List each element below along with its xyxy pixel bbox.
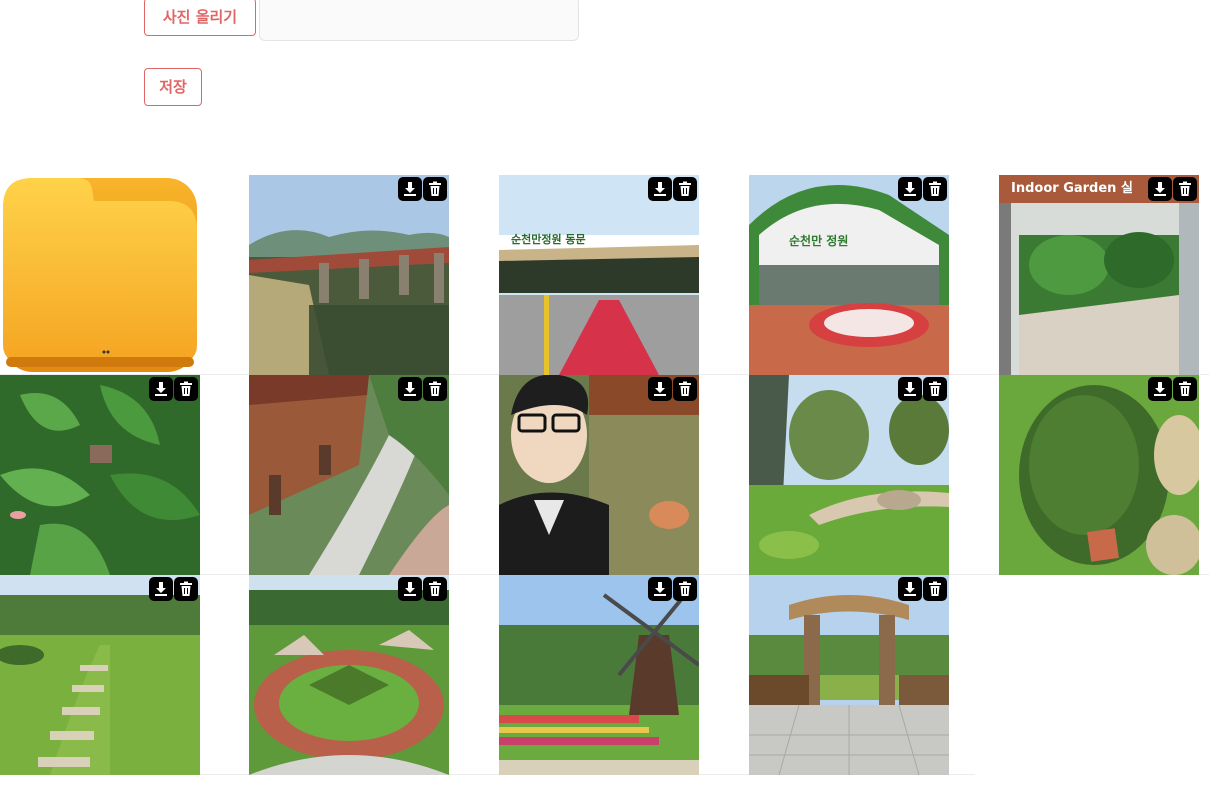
download-icon[interactable] (398, 377, 422, 401)
tile-controls (648, 577, 697, 601)
trash-icon[interactable] (174, 377, 198, 401)
tile-controls (149, 577, 198, 601)
photo-lawn-path (0, 575, 200, 775)
tile-controls (648, 177, 697, 201)
photo-circular-garden (249, 575, 449, 775)
photo-wooden-gate (749, 575, 949, 775)
trash-icon[interactable] (923, 377, 947, 401)
photo-shrub (999, 375, 1199, 575)
tile-controls (398, 177, 447, 201)
upload-photo-button[interactable]: 사진 올리기 (144, 0, 256, 36)
upload-file-box[interactable] (259, 0, 579, 41)
download-icon[interactable] (1148, 177, 1172, 201)
photo-indoor-garden: Indoor Garden 실 (999, 175, 1199, 375)
download-icon[interactable] (1148, 377, 1172, 401)
photo-tile[interactable]: 순천만 정원 (749, 175, 949, 375)
photo-bridge (249, 175, 449, 375)
folder-icon (3, 178, 197, 372)
photo-windmill (499, 575, 699, 775)
tile-controls (398, 577, 447, 601)
photo-east-gate: 순천만정원 동문 (499, 175, 699, 375)
trash-icon[interactable] (1173, 177, 1197, 201)
photo-tropical-leaves (0, 375, 200, 575)
photo-tile[interactable] (0, 575, 200, 775)
download-icon[interactable] (398, 577, 422, 601)
download-icon[interactable] (898, 377, 922, 401)
photo-tile[interactable] (749, 575, 949, 775)
photo-tile[interactable] (499, 575, 699, 775)
tile-controls (1148, 377, 1197, 401)
download-icon[interactable] (398, 177, 422, 201)
trash-icon[interactable] (423, 577, 447, 601)
sign-text: Indoor Garden 실 (1011, 180, 1133, 196)
photo-tile[interactable] (999, 375, 1199, 575)
photo-tile[interactable] (249, 575, 449, 775)
photo-tile[interactable] (499, 375, 699, 575)
folder-tile[interactable] (0, 175, 200, 375)
photo-tile[interactable] (249, 175, 449, 375)
trash-icon[interactable] (423, 377, 447, 401)
photo-rock-garden (749, 375, 949, 575)
download-icon[interactable] (898, 177, 922, 201)
row-divider (0, 774, 975, 775)
photo-tile[interactable]: Indoor Garden 실 (999, 175, 1199, 375)
trash-icon[interactable] (174, 577, 198, 601)
photo-tile[interactable] (0, 375, 200, 575)
download-icon[interactable] (149, 577, 173, 601)
trash-icon[interactable] (923, 177, 947, 201)
tile-controls (898, 377, 947, 401)
tile-controls (648, 377, 697, 401)
tile-controls (1148, 177, 1197, 201)
trash-icon[interactable] (673, 577, 697, 601)
save-button[interactable]: 저장 (144, 68, 202, 106)
trash-icon[interactable] (923, 577, 947, 601)
trash-icon[interactable] (1173, 377, 1197, 401)
photo-tile[interactable] (749, 375, 949, 575)
download-icon[interactable] (648, 577, 672, 601)
download-icon[interactable] (149, 377, 173, 401)
photo-tile[interactable]: 순천만정원 동문 (499, 175, 699, 375)
trash-icon[interactable] (673, 177, 697, 201)
download-icon[interactable] (648, 377, 672, 401)
trash-icon[interactable] (423, 177, 447, 201)
download-icon[interactable] (898, 577, 922, 601)
sign-text: 순천만정원 동문 (511, 232, 586, 246)
sign-text: 순천만 정원 (789, 233, 848, 248)
tile-controls (149, 377, 198, 401)
photo-garden-building: 순천만 정원 (749, 175, 949, 375)
trash-icon[interactable] (673, 377, 697, 401)
tile-controls (898, 177, 947, 201)
tile-controls (898, 577, 947, 601)
photo-selfie (499, 375, 699, 575)
download-icon[interactable] (648, 177, 672, 201)
photo-tile[interactable] (249, 375, 449, 575)
tile-controls (398, 377, 447, 401)
photo-stepping-stones-pond (249, 375, 449, 575)
